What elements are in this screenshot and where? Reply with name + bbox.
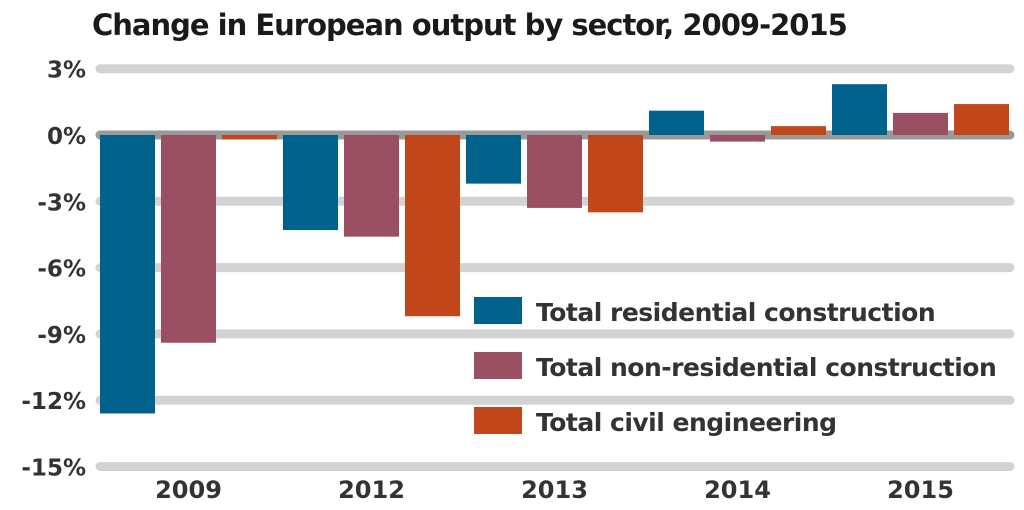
bar-2015-2: [893, 112, 948, 135]
bar-2013-1: [466, 135, 521, 184]
bar-2014-2: [710, 135, 765, 142]
bar-2013-3: [588, 135, 643, 213]
y-tick-label: -15%: [21, 456, 86, 482]
bar-2009-3: [222, 135, 277, 140]
legend-swatch: [474, 407, 522, 434]
y-tick-label: -6%: [37, 257, 86, 283]
legend-label: Total civil engineering: [536, 408, 837, 437]
legend-swatch: [474, 352, 522, 379]
bar-2009-2: [161, 135, 216, 343]
chart-title: Change in European output by sector, 200…: [92, 8, 848, 42]
bar-2014-1: [649, 110, 704, 135]
y-tick-label: 3%: [47, 58, 86, 84]
legend-swatch: [474, 297, 522, 324]
bar-2012-3: [405, 135, 460, 317]
y-tick-label: -9%: [37, 323, 86, 349]
x-tick-label: 2015: [887, 476, 954, 504]
y-tick-label: -12%: [21, 389, 86, 415]
x-tick-label: 2014: [704, 476, 771, 504]
y-tick-label: -3%: [37, 190, 86, 216]
x-tick-label: 2013: [521, 476, 588, 504]
legend-label: Total non-residential construction: [536, 353, 996, 382]
bar-2013-2: [527, 135, 582, 208]
bar-2009-1: [100, 135, 155, 414]
x-tick-label: 2012: [338, 476, 405, 504]
bar-2015-1: [832, 84, 887, 135]
legend-label: Total residential construction: [536, 298, 935, 327]
bar-2015-3: [954, 104, 1009, 135]
bar-2012-2: [344, 135, 399, 237]
bar-2014-3: [771, 126, 826, 135]
bar-2012-1: [283, 135, 338, 231]
y-tick-label: 0%: [47, 124, 86, 150]
x-tick-label: 2009: [155, 476, 222, 504]
